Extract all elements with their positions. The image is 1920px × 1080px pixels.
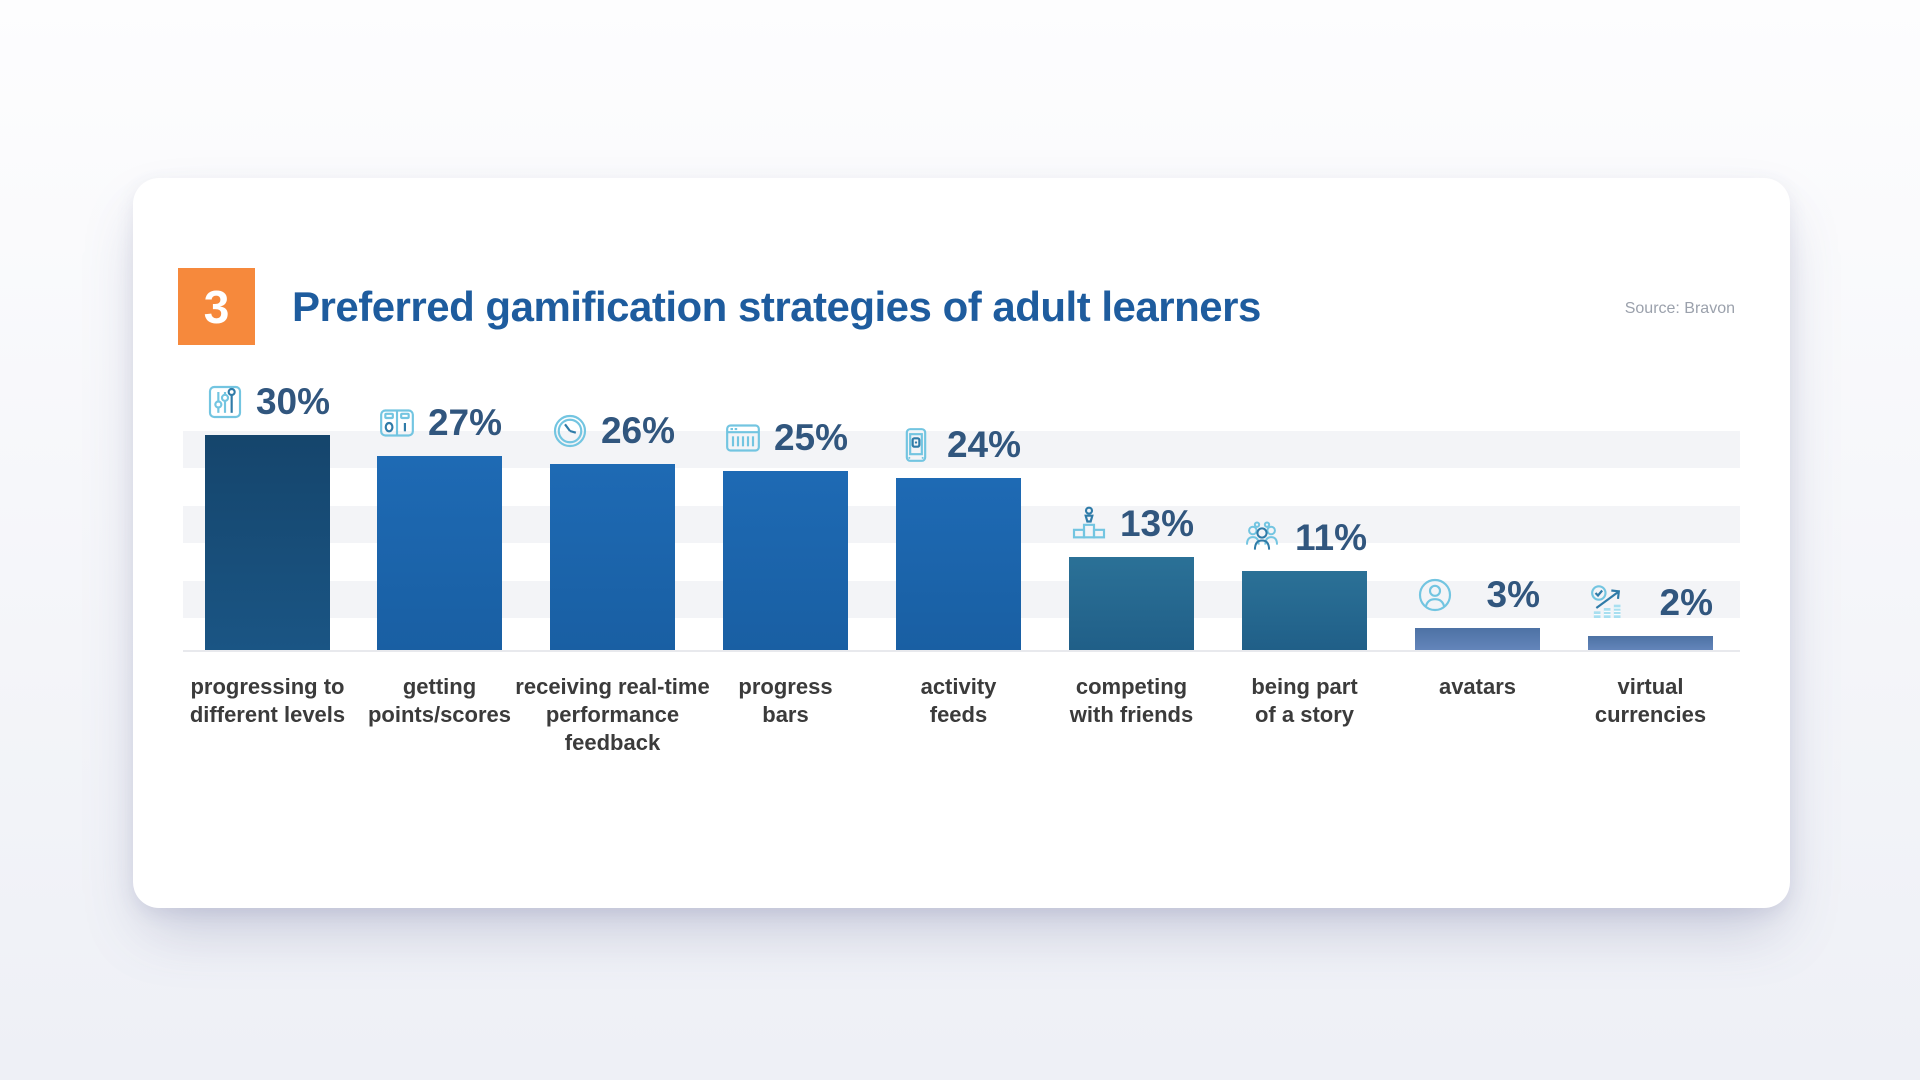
bar-category-label: virtual currencies	[1594, 674, 1707, 727]
bar-category-label: being part of a story	[1251, 674, 1358, 727]
bar-value-label: 24%	[946, 424, 1021, 465]
bar	[1069, 557, 1194, 650]
bar-head: 27%	[377, 402, 502, 444]
progress-bars-icon	[723, 418, 763, 458]
bar	[550, 464, 675, 650]
smartphone-icon	[896, 425, 936, 465]
bar	[1242, 571, 1367, 650]
bar	[1588, 636, 1713, 650]
chart-card: 3 Preferred gamification strategies of a…	[133, 178, 1790, 908]
sliders-icon	[205, 382, 245, 422]
chart-title: Preferred gamification strategies of adu…	[292, 283, 1261, 330]
bar-category-label: receiving real-time performance feedback	[515, 674, 710, 755]
bar-value-label: 26%	[600, 410, 675, 451]
podium-icon	[1069, 504, 1109, 544]
scoreboard-icon	[377, 403, 417, 443]
bar-category-label: competing with friends	[1069, 674, 1194, 727]
bar	[723, 471, 848, 650]
bar-value-label: 13%	[1119, 503, 1194, 544]
avatar-icon	[1415, 575, 1455, 615]
section-number-badge: 3	[178, 268, 255, 345]
bar-head: 13%	[1069, 503, 1194, 545]
bar-head: 25%	[723, 417, 848, 459]
clock-icon	[550, 411, 590, 451]
bar	[205, 435, 330, 650]
bar-value-label: 11%	[1294, 517, 1367, 558]
bar-head: 24%	[896, 424, 1021, 466]
bar-category-label: progress bars	[738, 674, 833, 727]
bar-head: 30%	[205, 381, 330, 423]
bar-head: 11%	[1242, 517, 1367, 559]
bar-category-label: progressing to different levels	[189, 674, 346, 727]
bar-category-label: activity feeds	[920, 674, 997, 727]
bar-head: 3%	[1415, 574, 1540, 616]
bar-head: 2%	[1588, 582, 1713, 624]
bar-value-label: 27%	[427, 402, 502, 443]
bar-category-label: avatars	[1438, 674, 1517, 699]
bar-value-label: 25%	[773, 417, 848, 458]
bar-category-label: getting points/scores	[367, 674, 512, 727]
source-credit: Source: Bravon	[1624, 300, 1735, 317]
bar-head: 26%	[550, 410, 675, 452]
team-icon	[1242, 518, 1282, 558]
bar	[1415, 628, 1540, 650]
bar-value-label: 30%	[255, 381, 330, 422]
bar	[377, 456, 502, 650]
chart-plot: 30% progressing to different levels 27% …	[183, 352, 1740, 755]
bar	[896, 478, 1021, 650]
growth-chart-icon	[1588, 583, 1628, 623]
bar-value-label: 2%	[1659, 582, 1713, 623]
bar-value-label: 3%	[1486, 574, 1540, 615]
